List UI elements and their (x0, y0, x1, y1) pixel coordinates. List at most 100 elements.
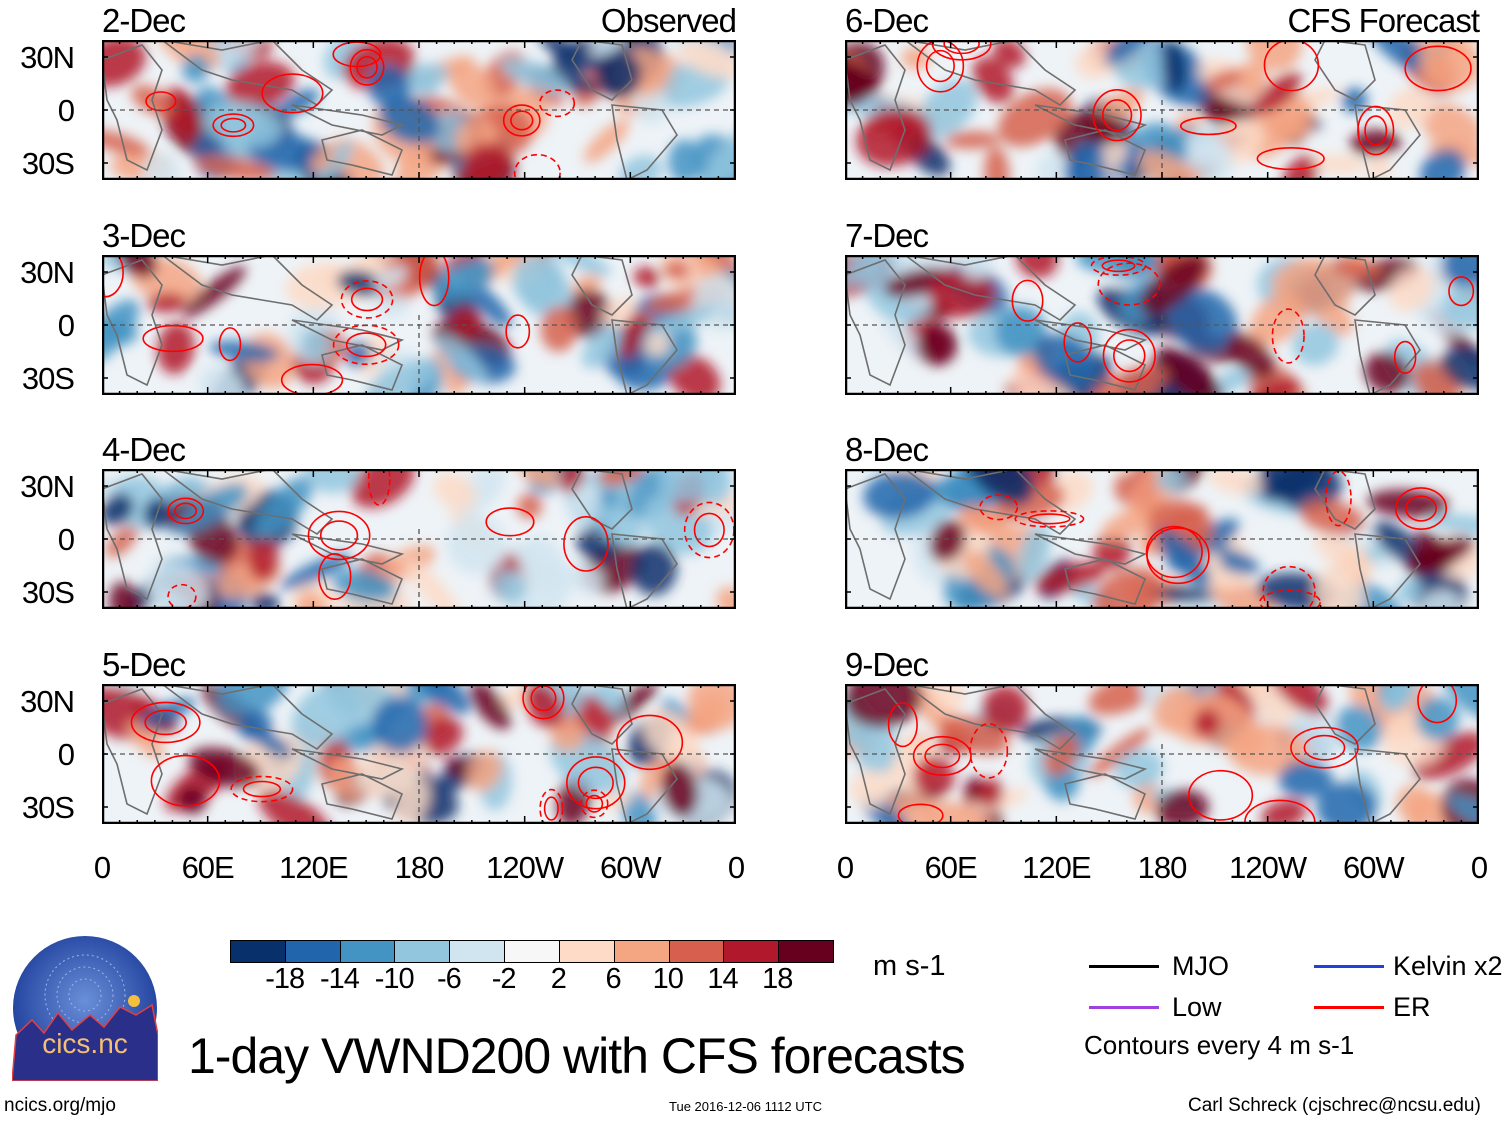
anomaly-blob (984, 146, 1010, 180)
anomaly-blob (1137, 150, 1203, 180)
anomaly-blob (1157, 528, 1211, 588)
anomaly-blob (248, 537, 279, 582)
anomaly-blob (982, 685, 1029, 733)
colorbar-tick-label: -2 (491, 963, 517, 995)
colorbar-swatch (723, 941, 779, 962)
colorbar-swatch (339, 941, 395, 962)
map-panel-3-Dec (102, 255, 736, 395)
anomaly-blob (913, 755, 955, 798)
wind-field (102, 40, 736, 180)
anomaly-blob (661, 761, 698, 818)
anomaly-blob (668, 354, 721, 395)
anomaly-blob (633, 266, 661, 288)
anomaly-blob (963, 550, 1008, 598)
legend-line-low (1089, 1006, 1159, 1009)
anomaly-blob (1269, 684, 1329, 716)
map-panel-6-Dec (845, 40, 1479, 180)
axis-ticks (845, 255, 1479, 395)
colorbar-tick-label: 14 (707, 963, 738, 995)
anomaly-blob (209, 340, 279, 362)
anomaly-blob (1165, 287, 1238, 353)
anomaly-blob (280, 553, 352, 590)
colorbar-tick-label: 2 (550, 963, 567, 995)
anomaly-blob (164, 86, 199, 141)
colorbar-tick-label: 6 (605, 963, 622, 995)
anomaly-blob (145, 561, 210, 609)
anomaly-blob (102, 493, 134, 526)
colorbar (230, 940, 834, 963)
anomaly-blob (1155, 789, 1209, 824)
colorbar-swatch (394, 941, 450, 962)
anomaly-blob (492, 569, 526, 604)
anomaly-blob (856, 107, 932, 167)
anomaly-blob (194, 155, 276, 180)
anomaly-blob (547, 255, 612, 277)
anomaly-blob (901, 46, 931, 70)
anomaly-blob (663, 260, 690, 281)
lat-label: 0 (57, 93, 75, 128)
axis-ticks (845, 684, 1479, 824)
lat-label: 30S (21, 790, 75, 825)
anomaly-blob (1366, 157, 1392, 180)
panel-date: 5-Dec (102, 646, 186, 683)
anomaly-blob (918, 79, 978, 138)
anomaly-blob (1248, 379, 1300, 395)
lon-label: 120E (279, 850, 348, 885)
anomaly-blob (1409, 547, 1449, 572)
legend-line-er (1314, 1006, 1384, 1009)
anomaly-blob (1243, 684, 1306, 723)
panel-header: Observed (600, 2, 737, 39)
anomaly-blob (1152, 685, 1195, 732)
map-panel-9-Dec (845, 684, 1479, 824)
colorbar-swatch (778, 941, 833, 962)
anomaly-blob (1208, 469, 1264, 495)
anomaly-blob (845, 255, 883, 288)
anomaly-blob (1155, 347, 1223, 395)
anomaly-blob (1415, 696, 1460, 741)
anomaly-blob (938, 715, 1010, 755)
anomaly-blob (1185, 128, 1223, 166)
axis-ticks (102, 684, 736, 824)
anomaly-blob (1419, 148, 1467, 180)
anomaly-blob (997, 88, 1072, 147)
colorbar-tick-label: -6 (437, 963, 462, 995)
anomaly-blob (668, 139, 701, 180)
anomaly-blob (1396, 578, 1423, 604)
anomaly-blob (156, 322, 195, 375)
colorbar-tick-label: -14 (319, 963, 360, 995)
anomaly-blob (928, 269, 996, 319)
lon-label: 120W (486, 850, 564, 885)
anomaly-blob (371, 696, 428, 753)
lat-label: 0 (57, 737, 75, 772)
anomaly-blob (1271, 258, 1356, 312)
anomaly-blob (1418, 40, 1479, 91)
anomaly-blob (373, 265, 409, 291)
anomaly-blob (258, 789, 332, 824)
anomaly-blob (644, 305, 715, 341)
anomaly-blob (178, 785, 207, 815)
anomaly-blob (304, 469, 360, 494)
panel-date: 9-Dec (845, 646, 929, 683)
anomaly-blob (176, 483, 248, 533)
anomaly-blob (595, 50, 642, 99)
colorbar-tick-label: -18 (265, 963, 305, 995)
panel-date: 3-Dec (102, 217, 186, 254)
lat-label: 0 (57, 308, 75, 343)
anomaly-blob (238, 709, 273, 743)
lon-label: 180 (1137, 850, 1188, 885)
anomaly-blob (1396, 784, 1433, 822)
lat-label: 30S (21, 575, 75, 610)
anomaly-blob (1088, 728, 1151, 778)
anomaly-blob (565, 289, 613, 339)
anomaly-blob (435, 335, 487, 383)
er-contours (167, 469, 735, 609)
lon-label: 60E (181, 850, 235, 885)
colorbar-units: m s-1 (873, 950, 946, 982)
anomaly-blob (517, 469, 561, 488)
anomaly-blob (644, 332, 670, 357)
anomaly-blob (1364, 351, 1410, 394)
anomaly-blob (102, 40, 146, 87)
wind-field (845, 40, 1479, 180)
anomaly-blob (1192, 709, 1221, 738)
anomaly-blob (581, 324, 622, 369)
